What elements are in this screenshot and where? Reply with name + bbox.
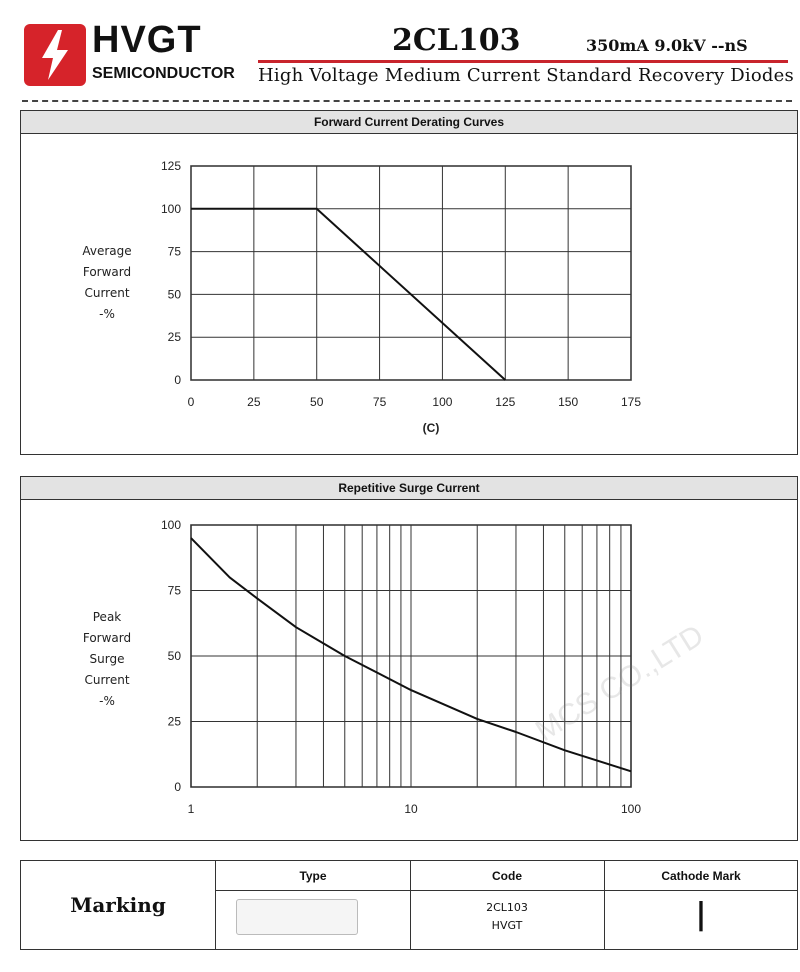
marking-code: 2CL103 HVGT <box>410 899 604 935</box>
surge-chart: 1 10 100 0 25 50 75 100 <box>161 518 641 816</box>
derating-panel: Forward Current Derating Curves Average … <box>20 110 798 455</box>
x-tick-label: 100 <box>621 802 641 816</box>
x-tick-label: 0 <box>188 395 195 409</box>
x-tick-label: 25 <box>247 395 261 409</box>
marking-table: Marking Type Code Cathode Mark 2CL103 HV… <box>20 860 798 950</box>
derating-y-label-line: Average <box>82 244 132 258</box>
y-tick-label: 125 <box>161 159 181 173</box>
marking-label: Marking <box>70 893 166 917</box>
marking-code-line: HVGT <box>491 919 523 932</box>
surge-y-label-line: Peak <box>92 610 122 624</box>
y-tick-label: 50 <box>168 649 182 663</box>
marking-grid: Type Code Cathode Mark 2CL103 HVGT | <box>215 861 798 949</box>
derating-y-label: Average Forward Current -% <box>77 241 137 325</box>
derating-chart: 0 25 50 75 100 125 150 175 0 25 50 75 100 125 (C) <box>161 159 641 435</box>
document-subtitle: High Voltage Medium Current Standard Rec… <box>258 65 794 86</box>
marking-col-divider <box>604 861 605 949</box>
company-logo <box>22 22 88 88</box>
x-tick-label: 50 <box>310 395 324 409</box>
x-tick-label: 1 <box>188 802 195 816</box>
surge-y-label: Peak Forward Surge Current -% <box>77 607 137 712</box>
marking-code-line: 2CL103 <box>486 901 528 914</box>
x-tick-label: 100 <box>432 395 452 409</box>
rating-summary: 350mA 9.0kV --nS <box>586 36 748 55</box>
x-axis-label: (C) <box>423 421 440 435</box>
surge-y-label-line: Current <box>84 673 130 687</box>
y-tick-label: 100 <box>161 202 181 216</box>
x-tick-label: 175 <box>621 395 641 409</box>
header-divider <box>22 100 792 102</box>
y-tick-label: 75 <box>168 245 182 259</box>
x-tick-label: 75 <box>373 395 387 409</box>
marking-header-code: Code <box>492 869 522 883</box>
brand-subtitle: SEMICONDUCTOR <box>92 65 235 82</box>
surge-y-label-line: Surge <box>89 652 125 666</box>
derating-y-label-line: Forward <box>82 265 132 279</box>
brand-name: HVGT <box>92 19 202 61</box>
cathode-mark: | <box>695 897 707 932</box>
part-number: 2CL103 <box>392 23 521 58</box>
surge-curve <box>190 537 632 773</box>
surge-y-label-line: Forward <box>82 631 132 645</box>
surge-panel: Repetitive Surge Current Peak Forward Su… <box>20 476 798 841</box>
derating-y-label-line: -% <box>99 307 115 321</box>
y-tick-label: 50 <box>168 287 182 301</box>
y-tick-label: 100 <box>161 518 181 532</box>
device-image <box>236 899 358 935</box>
derating-curve <box>191 207 506 381</box>
y-tick-label: 25 <box>168 330 182 344</box>
derating-y-label-line: Current <box>84 286 130 300</box>
marking-header-type: Type <box>299 869 327 883</box>
marking-row-divider <box>216 890 798 891</box>
y-tick-label: 0 <box>174 780 181 794</box>
y-tick-label: 25 <box>168 715 182 729</box>
y-tick-label: 0 <box>174 373 181 387</box>
x-tick-label: 125 <box>495 395 515 409</box>
surge-chart-title: Repetitive Surge Current <box>21 477 797 500</box>
marking-header-cathode: Cathode Mark <box>661 869 741 883</box>
x-tick-label: 10 <box>404 802 418 816</box>
y-tick-label: 75 <box>168 584 182 598</box>
plot-frame <box>190 165 632 381</box>
header-rule <box>258 60 788 63</box>
surge-y-label-line: -% <box>99 694 115 708</box>
marking-col-divider <box>410 861 411 949</box>
x-tick-label: 150 <box>558 395 578 409</box>
derating-chart-title: Forward Current Derating Curves <box>21 111 797 134</box>
